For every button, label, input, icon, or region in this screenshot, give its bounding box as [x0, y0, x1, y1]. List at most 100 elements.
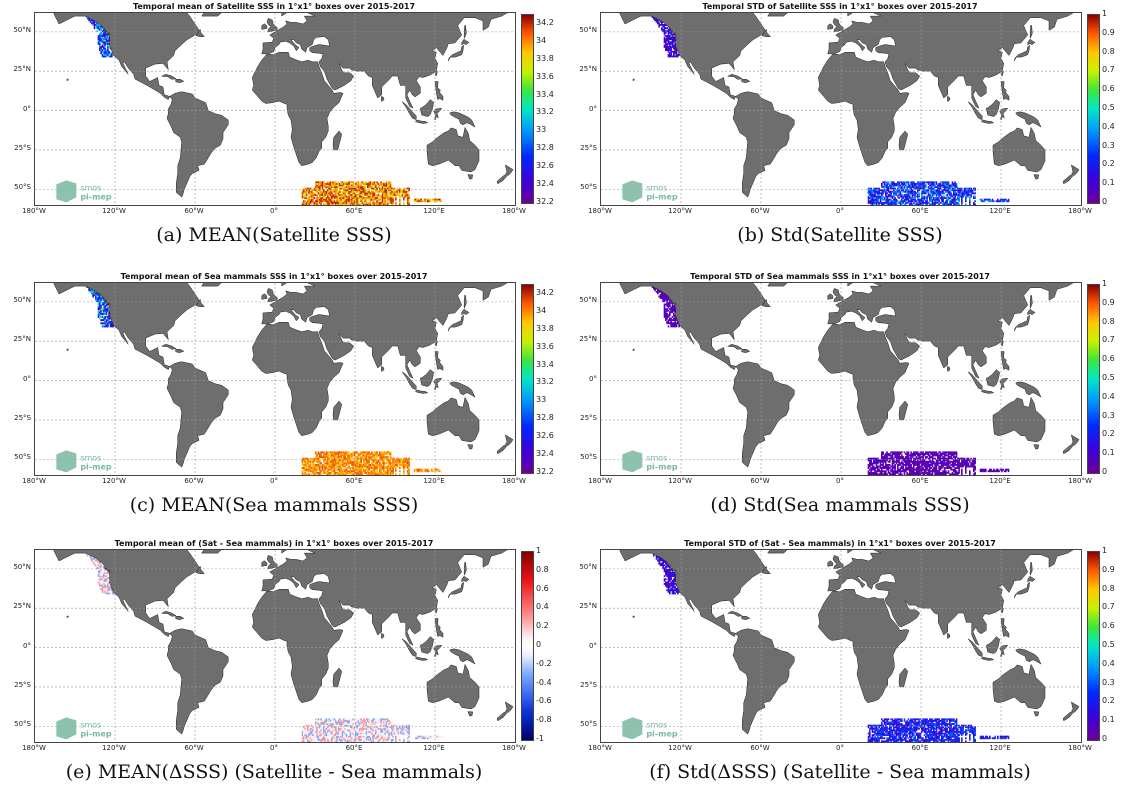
cell-southern-ocean	[414, 470, 416, 472]
cell-southern-ocean	[942, 199, 944, 201]
cell-southern-ocean	[930, 183, 932, 185]
cell-southern-ocean	[965, 203, 967, 205]
cell-southern-ocean	[336, 196, 338, 198]
cell-southern-ocean	[918, 183, 920, 185]
cell-southern-ocean	[906, 464, 908, 466]
cell-southern-ocean	[310, 462, 312, 464]
cell-north-pacific	[662, 26, 664, 28]
cell-southern-ocean	[890, 199, 892, 201]
cell-southern-ocean	[328, 194, 330, 196]
cell-southern-ocean	[928, 189, 930, 191]
cell-southern-ocean	[402, 196, 404, 198]
colorbar-tick-label: 32.4	[536, 179, 554, 188]
cell-southern-ocean	[946, 464, 948, 466]
cell-north-pacific	[104, 310, 106, 312]
continent	[1028, 39, 1035, 45]
cell-southern-ocean	[360, 186, 362, 188]
cell-southern-ocean	[930, 451, 932, 453]
cell-southern-ocean	[304, 462, 306, 464]
cell-southern-ocean	[374, 739, 376, 741]
cell-southern-ocean	[340, 199, 342, 201]
lat-tick-label: 25°S	[569, 144, 597, 152]
cell-southern-ocean	[380, 196, 382, 198]
colorbar	[1087, 14, 1100, 204]
cell-north-pacific	[100, 38, 102, 40]
cell-southern-ocean	[428, 470, 430, 472]
cell-southern-ocean	[886, 183, 888, 185]
cell-southern-ocean	[328, 181, 330, 183]
cell-southern-ocean	[906, 453, 908, 455]
cell-southern-ocean	[424, 469, 426, 471]
cell-southern-ocean	[929, 459, 931, 461]
cell-north-pacific	[103, 40, 105, 42]
continent	[617, 13, 766, 100]
cell-north-pacific	[662, 294, 664, 296]
cell-north-pacific	[674, 48, 676, 50]
cell-north-pacific	[106, 321, 108, 323]
cell-southern-ocean	[914, 194, 916, 196]
cell-southern-ocean	[352, 469, 354, 471]
continent	[1001, 352, 1009, 371]
cell-southern-ocean	[384, 189, 386, 191]
continent	[833, 288, 843, 302]
cell-southern-ocean	[918, 462, 920, 464]
cell-southern-ocean	[327, 196, 329, 198]
cell-southern-ocean	[310, 469, 312, 471]
cell-southern-ocean	[874, 200, 876, 202]
logo-text-smos: smos	[646, 453, 667, 462]
cell-southern-ocean	[347, 464, 349, 466]
cell-southern-ocean	[304, 459, 306, 461]
cell-southern-ocean	[320, 199, 322, 201]
cell-southern-ocean	[390, 456, 392, 458]
cell-southern-ocean	[332, 189, 334, 191]
cell-southern-ocean	[898, 183, 900, 185]
cell-north-pacific	[104, 313, 106, 315]
cell-southern-ocean	[950, 202, 952, 204]
cell-southern-ocean	[889, 472, 891, 474]
cell-north-pacific	[106, 315, 108, 317]
colorbar-tick-label: 33.8	[536, 324, 554, 333]
cell-southern-ocean	[1004, 200, 1006, 202]
cell-southern-ocean	[922, 469, 924, 471]
cell-north-pacific	[100, 27, 102, 29]
cell-southern-ocean	[320, 451, 322, 453]
cell-southern-ocean	[958, 472, 960, 474]
cell-southern-ocean	[378, 200, 380, 202]
cell-north-pacific	[669, 315, 671, 317]
colorbar-tick-label: 0.4	[1102, 392, 1115, 401]
cell-southern-ocean	[364, 183, 366, 185]
colorbar-tick-label: 0.5	[1102, 373, 1115, 382]
cell-southern-ocean	[902, 200, 904, 202]
cell-southern-ocean	[876, 472, 878, 474]
continent	[420, 100, 433, 117]
cell-north-pacific	[111, 56, 113, 58]
cell-southern-ocean	[364, 469, 366, 471]
cell-southern-ocean	[328, 202, 330, 204]
cell-southern-ocean	[383, 464, 385, 466]
cell-southern-ocean	[932, 466, 934, 468]
cell-southern-ocean	[304, 739, 306, 741]
cell-southern-ocean	[362, 453, 364, 455]
cell-southern-ocean	[950, 469, 952, 471]
cell-southern-ocean	[874, 196, 876, 198]
cell-southern-ocean	[368, 469, 370, 471]
cell-southern-ocean	[324, 194, 326, 196]
cell-southern-ocean	[364, 466, 366, 468]
cell-southern-ocean	[316, 466, 318, 468]
cell-southern-ocean	[384, 196, 386, 198]
cell-southern-ocean	[328, 189, 330, 191]
cell-north-pacific	[96, 27, 98, 29]
cell-southern-ocean	[352, 194, 354, 196]
cell-southern-ocean	[990, 200, 992, 202]
cell-southern-ocean	[942, 464, 944, 466]
cell-southern-ocean	[946, 189, 948, 191]
cell-southern-ocean	[938, 456, 940, 458]
cell-southern-ocean	[323, 470, 325, 472]
cell-north-pacific	[106, 580, 108, 582]
cell-southern-ocean	[898, 186, 900, 188]
cell-southern-ocean	[388, 196, 390, 198]
cell-southern-ocean	[380, 469, 382, 471]
cell-southern-ocean	[974, 462, 976, 464]
cell-southern-ocean	[932, 456, 934, 458]
cell-southern-ocean	[307, 462, 309, 464]
